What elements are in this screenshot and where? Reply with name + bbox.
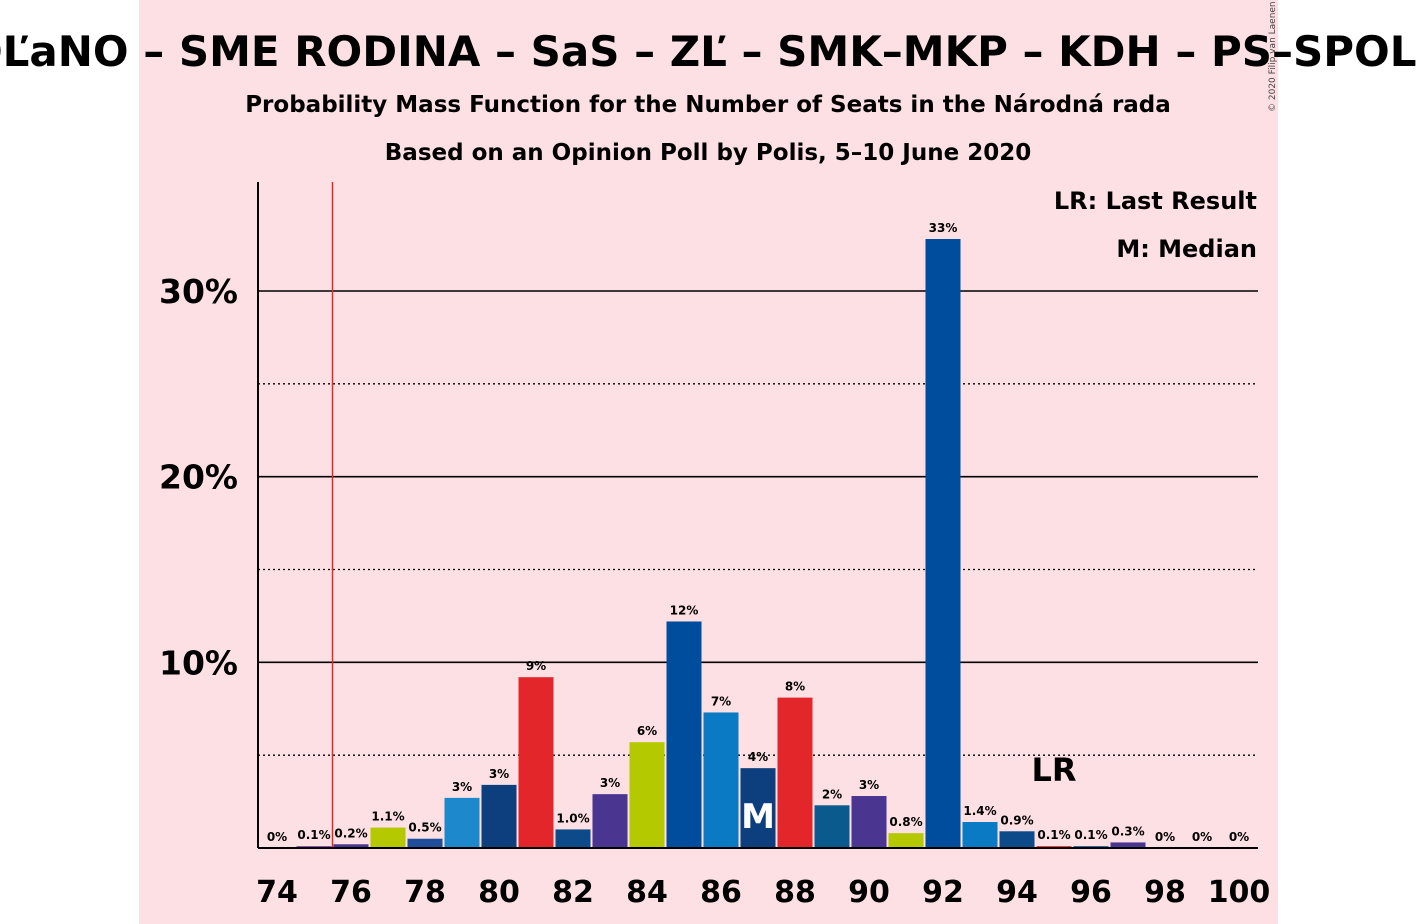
bar-value-label: 0.1% bbox=[297, 828, 330, 842]
median-marker: M bbox=[741, 797, 775, 837]
bar bbox=[740, 768, 776, 848]
x-tick-label: 94 bbox=[996, 875, 1038, 910]
x-tick-label: 76 bbox=[330, 875, 372, 910]
bar-value-label: 0.1% bbox=[1074, 828, 1107, 842]
bar-value-label: 3% bbox=[452, 780, 472, 794]
bar-value-label: 3% bbox=[859, 778, 879, 792]
x-tick-label: 90 bbox=[848, 875, 890, 910]
grid-layer bbox=[258, 290, 1258, 756]
last-result-label: LR bbox=[1031, 751, 1076, 789]
bar-value-label: 7% bbox=[711, 694, 731, 708]
x-tick-label: 78 bbox=[404, 875, 446, 910]
bar bbox=[703, 712, 739, 848]
bar-value-label: 1.0% bbox=[556, 811, 589, 825]
bars-layer bbox=[296, 239, 1146, 849]
bar bbox=[777, 697, 813, 848]
chart-title: OĽaNO – SME RODINA – SaS – ZĽ – SMK–MKP … bbox=[0, 27, 1416, 76]
x-tick-label: 88 bbox=[774, 875, 816, 910]
x-tick-label: 100 bbox=[1208, 875, 1271, 910]
bar bbox=[481, 784, 517, 848]
bar bbox=[888, 833, 924, 848]
bar-value-label: 0% bbox=[1192, 830, 1212, 844]
bar bbox=[592, 794, 628, 848]
bar-value-label: 0.5% bbox=[408, 821, 441, 835]
x-tick-label: 86 bbox=[700, 875, 742, 910]
bar-value-label: 33% bbox=[929, 221, 958, 235]
x-tick-label: 84 bbox=[626, 875, 668, 910]
bar-value-label: 9% bbox=[526, 659, 546, 673]
x-tick-label: 92 bbox=[922, 875, 964, 910]
y-tick-label: 20% bbox=[159, 458, 238, 497]
bar bbox=[555, 829, 591, 848]
bar-value-label: 0.8% bbox=[889, 815, 922, 829]
x-tick-label: 82 bbox=[552, 875, 594, 910]
bar-value-label: 0.2% bbox=[334, 826, 367, 840]
labels-layer: 10% 20% 30% 0% 0.1% 0.2% 1.1% 0.5% 3% 3% 9% 1.0% 3% 6… bbox=[159, 221, 1270, 910]
bar-value-label: 0.1% bbox=[1037, 828, 1070, 842]
bar bbox=[518, 677, 554, 848]
legend-last-result: LR: Last Result bbox=[1054, 187, 1257, 215]
chart-subtitle-poll: Based on an Opinion Poll by Polis, 5–10 … bbox=[385, 140, 1031, 166]
bar-value-label: 6% bbox=[637, 724, 657, 738]
y-tick-label: 10% bbox=[159, 643, 238, 682]
x-tick-label: 74 bbox=[256, 875, 298, 910]
bar bbox=[814, 805, 850, 848]
x-tick-label: 80 bbox=[478, 875, 520, 910]
bar bbox=[444, 797, 480, 848]
bar bbox=[629, 742, 665, 848]
bar-value-label: 0% bbox=[267, 830, 287, 844]
bar bbox=[370, 827, 406, 848]
bar bbox=[851, 796, 887, 848]
bar bbox=[666, 621, 702, 848]
bar-value-label: 1.1% bbox=[371, 810, 404, 824]
bar-value-label: 4% bbox=[748, 750, 768, 764]
bar bbox=[999, 831, 1035, 848]
y-tick-label: 30% bbox=[159, 272, 238, 311]
legend-median: M: Median bbox=[1116, 235, 1257, 263]
bar-value-label: 1.4% bbox=[963, 804, 996, 818]
bar-value-label: 12% bbox=[670, 603, 699, 617]
bar-value-label: 3% bbox=[489, 767, 509, 781]
bar-value-label: 0% bbox=[1229, 830, 1249, 844]
bar bbox=[1110, 842, 1146, 848]
bar bbox=[407, 838, 443, 848]
bar-value-label: 3% bbox=[600, 776, 620, 790]
bar bbox=[962, 822, 998, 848]
x-tick-label: 98 bbox=[1144, 875, 1186, 910]
axes-layer bbox=[257, 182, 1258, 849]
copyright-note: © 2020 Filip van Laenen bbox=[1268, 1, 1278, 112]
bar bbox=[925, 239, 961, 849]
bar-value-label: 8% bbox=[785, 680, 805, 694]
bar-value-label: 0% bbox=[1155, 830, 1175, 844]
bar bbox=[333, 844, 369, 848]
bar-value-label: 0.9% bbox=[1000, 813, 1033, 827]
x-tick-label: 96 bbox=[1070, 875, 1112, 910]
chart-subtitle: Probability Mass Function for the Number… bbox=[245, 92, 1171, 118]
bar-value-label: 0.3% bbox=[1111, 824, 1144, 838]
bar-value-label: 2% bbox=[822, 787, 842, 801]
